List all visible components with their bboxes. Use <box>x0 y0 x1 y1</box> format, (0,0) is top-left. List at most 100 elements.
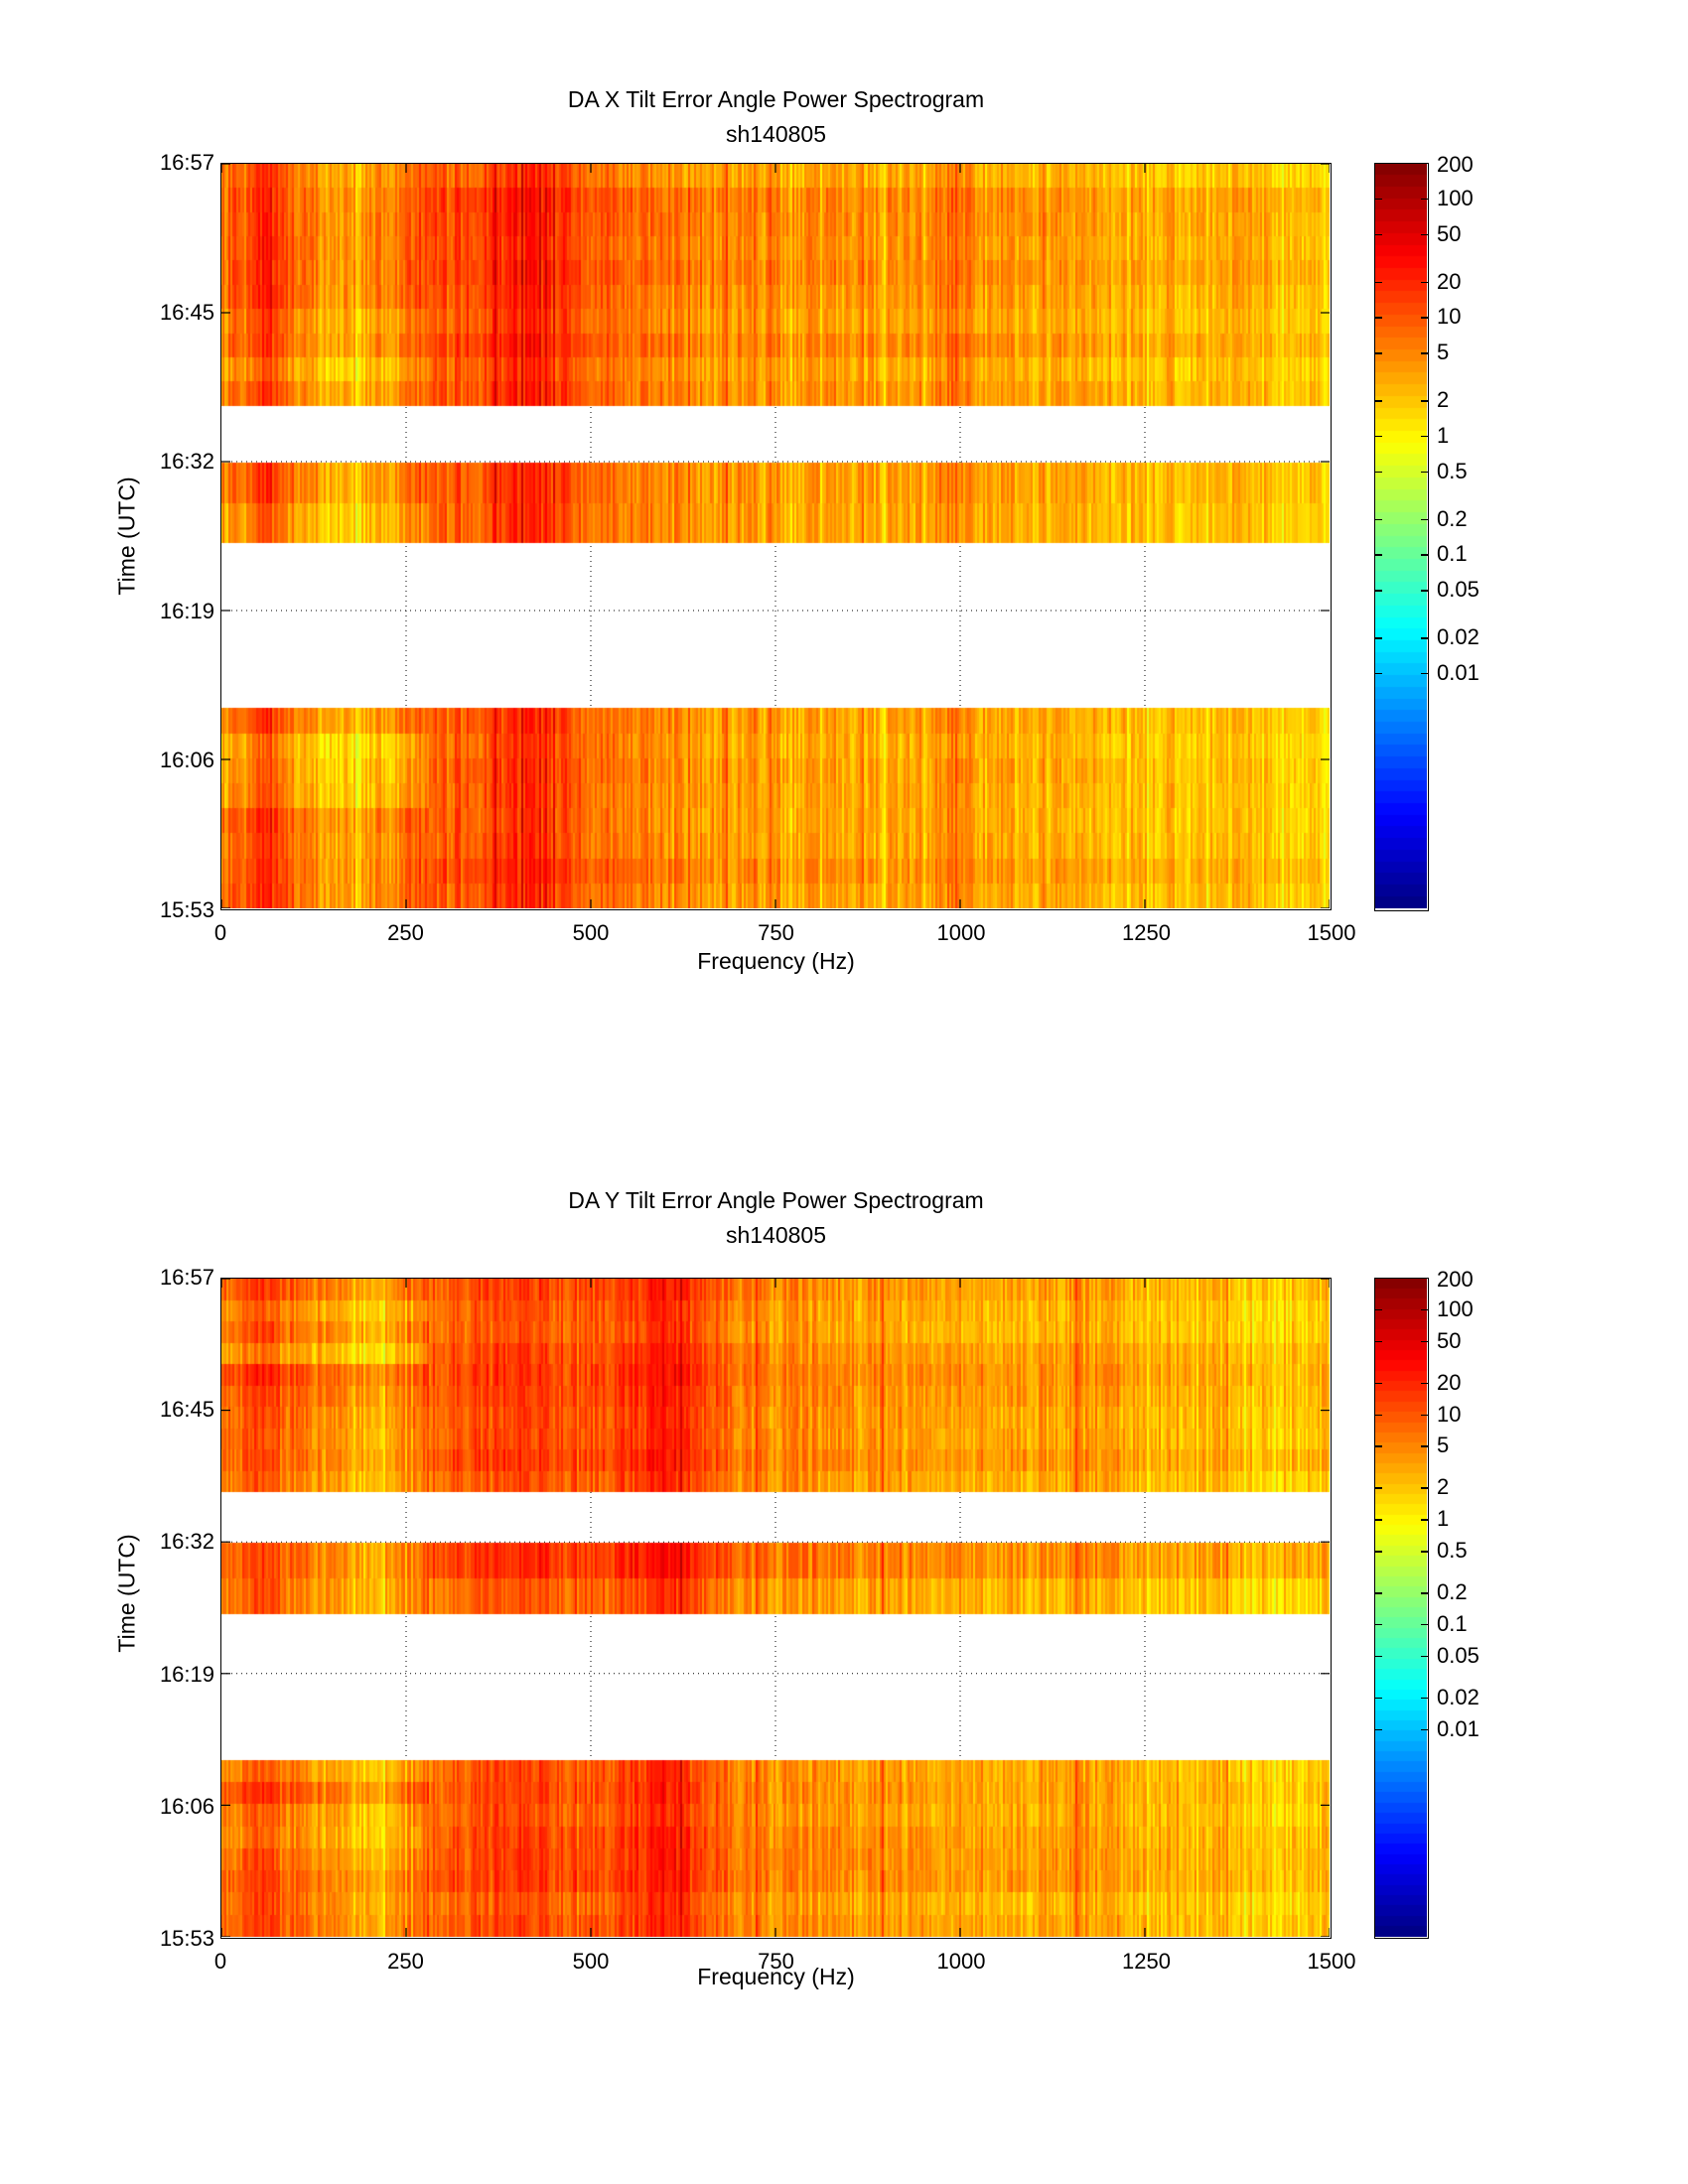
colorbar-tick-label: 100 <box>1437 1296 1474 1321</box>
spectrogram-heatmap <box>221 1279 1330 1937</box>
colorbar-tick-label: 50 <box>1437 220 1462 246</box>
colorbar <box>1374 163 1429 911</box>
y-tick-label: 16:06 <box>159 1793 214 1819</box>
colorbar-tick-mark <box>1374 590 1382 592</box>
colorbar-tick-mark <box>1374 1655 1382 1658</box>
x-tick-label: 250 <box>387 920 424 945</box>
chart-title: DA Y Tilt Error Angle Power Spectrogram <box>568 1187 984 1213</box>
x-tick-label: 500 <box>572 1949 610 1974</box>
colorbar-tick-mark <box>1374 1382 1382 1385</box>
colorbar-tick-mark <box>1421 281 1429 283</box>
colorbar-tick-mark <box>1421 1592 1429 1594</box>
colorbar-tick-mark <box>1421 1445 1429 1447</box>
colorbar-tick-mark <box>1374 1340 1382 1343</box>
colorbar-tick-label: 100 <box>1437 185 1474 210</box>
chart-subtitle: sh140805 <box>725 121 827 147</box>
colorbar-tick-mark <box>1421 352 1429 354</box>
colorbar-tick-label: 200 <box>1437 1267 1474 1292</box>
colorbar-tick-mark <box>1374 1487 1382 1489</box>
colorbar-tick-mark <box>1374 1592 1382 1594</box>
colorbar-tick-mark <box>1421 1623 1429 1626</box>
colorbar-tick-label: 20 <box>1437 1369 1462 1395</box>
x-tick-label: 750 <box>758 920 794 945</box>
colorbar-tick-mark <box>1421 1655 1429 1658</box>
y-axis-label: Time (UTC) <box>113 1534 140 1653</box>
colorbar-tick-mark <box>1421 1382 1429 1385</box>
colorbar-tick-mark <box>1374 1308 1382 1311</box>
colorbar-tick-mark <box>1374 1445 1382 1447</box>
colorbar-tick-mark <box>1374 1697 1382 1700</box>
colorbar-tick-label: 0.05 <box>1437 577 1479 603</box>
x-tick-label: 1000 <box>936 1949 986 1974</box>
x-tick-label: 0 <box>213 1949 227 1974</box>
colorbar-tick-mark <box>1374 317 1382 319</box>
colorbar-tick-label: 10 <box>1437 1401 1462 1427</box>
colorbar-tick-mark <box>1374 233 1382 236</box>
colorbar-tick-label: 0.05 <box>1437 1642 1479 1668</box>
colorbar-tick-label: 5 <box>1437 1433 1450 1458</box>
colorbar-tick-mark <box>1421 518 1429 520</box>
colorbar-tick-mark <box>1421 590 1429 592</box>
colorbar-tick-mark <box>1374 1728 1382 1731</box>
colorbar-tick-label: 5 <box>1437 340 1450 365</box>
colorbar-tick-mark <box>1421 1551 1429 1553</box>
colorbar-tick-mark <box>1374 1414 1382 1416</box>
colorbar-tick-label: 0.2 <box>1437 1579 1468 1605</box>
y-tick-label: 16:19 <box>159 598 214 623</box>
colorbar-tick-label: 10 <box>1437 304 1462 330</box>
colorbar-tick-mark <box>1374 471 1382 474</box>
x-axis-label: Frequency (Hz) <box>697 948 855 974</box>
chart-subtitle: sh140805 <box>725 1222 827 1248</box>
colorbar-tick-mark <box>1421 233 1429 236</box>
colorbar-tick-label: 50 <box>1437 1327 1462 1353</box>
colorbar-tick-mark <box>1374 400 1382 402</box>
colorbar-tick-label: 0.5 <box>1437 1538 1468 1564</box>
y-tick-label: 16:57 <box>159 1265 214 1290</box>
colorbar-tick-label: 1 <box>1437 422 1450 448</box>
colorbar-tick-mark <box>1374 198 1382 201</box>
colorbar-tick-mark <box>1374 281 1382 283</box>
x-tick-label: 250 <box>387 1949 424 1974</box>
colorbar-tick-mark <box>1421 1697 1429 1700</box>
colorbar-tick-mark <box>1374 554 1382 556</box>
colorbar-tick-label: 0.5 <box>1437 458 1468 483</box>
colorbar-tick-label: 1 <box>1437 1506 1450 1532</box>
colorbar-gradient <box>1375 1279 1427 1937</box>
y-axis-label: Time (UTC) <box>113 477 140 596</box>
x-tick-label: 750 <box>758 1949 794 1974</box>
colorbar-tick-mark <box>1374 1551 1382 1553</box>
y-tick-label: 16:57 <box>159 150 214 175</box>
y-tick-label: 16:19 <box>159 1661 214 1687</box>
chart-title: DA X Tilt Error Angle Power Spectrogram <box>567 86 985 112</box>
y-tick-label: 16:45 <box>159 1397 214 1423</box>
x-tick-label: 1500 <box>1307 1949 1356 1974</box>
colorbar-tick-label: 0.02 <box>1437 1684 1479 1709</box>
colorbar-tick-label: 0.01 <box>1437 659 1479 685</box>
colorbar-tick-label: 0.1 <box>1437 541 1468 567</box>
x-tick-label: 1250 <box>1122 920 1171 945</box>
plot-area <box>220 1278 1332 1939</box>
colorbar-tick-mark <box>1374 1519 1382 1521</box>
colorbar-tick-label: 0.02 <box>1437 624 1479 650</box>
x-axis-label: Frequency (Hz) <box>697 1964 855 1989</box>
y-tick-label: 16:32 <box>159 449 214 475</box>
colorbar-tick-label: 200 <box>1437 152 1474 177</box>
x-tick-label: 1500 <box>1307 920 1356 945</box>
colorbar-tick-mark <box>1374 518 1382 520</box>
colorbar-tick-label: 2 <box>1437 1474 1450 1500</box>
y-tick-label: 15:53 <box>159 1926 214 1951</box>
colorbar-tick-mark <box>1421 1340 1429 1343</box>
colorbar-tick-mark <box>1421 317 1429 319</box>
colorbar-tick-mark <box>1421 1728 1429 1731</box>
colorbar-gradient <box>1375 164 1427 908</box>
x-tick-label: 0 <box>213 920 227 945</box>
colorbar-tick-mark <box>1421 1487 1429 1489</box>
colorbar-tick-mark <box>1374 637 1382 639</box>
colorbar-tick-label: 0.01 <box>1437 1715 1479 1741</box>
colorbar-tick-mark <box>1421 554 1429 556</box>
x-tick-label: 500 <box>572 920 610 945</box>
colorbar-tick-mark <box>1374 1623 1382 1626</box>
colorbar-tick-label: 2 <box>1437 387 1450 412</box>
y-tick-label: 16:32 <box>159 1529 214 1555</box>
colorbar-tick-mark <box>1421 435 1429 438</box>
